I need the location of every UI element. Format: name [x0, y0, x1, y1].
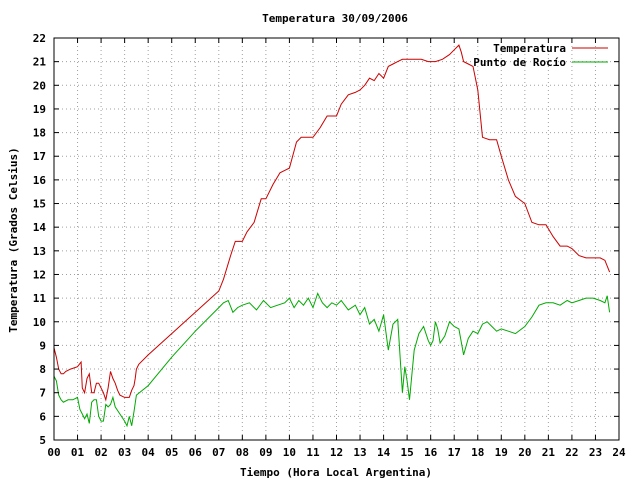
- chart-title: Temperatura 30/09/2006: [262, 12, 408, 25]
- series-line-1: [53, 292, 611, 428]
- y-tick-label: 9: [39, 339, 46, 352]
- series-line-0: [53, 44, 611, 402]
- x-tick-label: 12: [330, 446, 343, 459]
- x-tick-label: 14: [377, 446, 391, 459]
- y-tick-label: 8: [39, 363, 46, 376]
- y-tick-label: 16: [33, 174, 47, 187]
- y-tick-label: 11: [33, 292, 47, 305]
- y-tick-label: 21: [33, 56, 47, 69]
- x-tick-label: 16: [424, 446, 438, 459]
- x-tick-label: 23: [589, 446, 602, 459]
- x-tick-label: 07: [212, 446, 225, 459]
- x-tick-label: 04: [142, 446, 156, 459]
- x-tick-label: 19: [495, 446, 508, 459]
- y-tick-label: 20: [33, 79, 46, 92]
- x-tick-label: 03: [118, 446, 131, 459]
- y-tick-label: 17: [33, 150, 46, 163]
- x-tick-label: 17: [448, 446, 461, 459]
- x-tick-label: 02: [94, 446, 107, 459]
- x-tick-label: 10: [283, 446, 296, 459]
- y-tick-label: 6: [39, 410, 46, 423]
- x-tick-label: 01: [71, 446, 85, 459]
- x-tick-label: 11: [306, 446, 320, 459]
- x-tick-label: 06: [189, 446, 203, 459]
- x-tick-label: 20: [518, 446, 531, 459]
- x-tick-label: 24: [612, 446, 626, 459]
- x-tick-label: 09: [259, 446, 272, 459]
- x-tick-label: 13: [353, 446, 366, 459]
- y-tick-label: 12: [33, 268, 46, 281]
- y-tick-label: 18: [33, 127, 46, 140]
- x-tick-label: 15: [401, 446, 414, 459]
- x-tick-label: 22: [565, 446, 578, 459]
- x-tick-label: 08: [236, 446, 249, 459]
- grid: [54, 38, 619, 440]
- y-tick-label: 13: [33, 245, 46, 258]
- series-lines: [53, 44, 611, 428]
- y-tick-label: 10: [33, 316, 46, 329]
- y-tick-label: 5: [39, 434, 46, 447]
- legend-label-1: Punto de Rocío: [473, 56, 566, 69]
- y-tick-label: 14: [33, 221, 47, 234]
- x-tick-label: 21: [542, 446, 556, 459]
- y-tick-label: 19: [33, 103, 46, 116]
- y-tick-label: 22: [33, 32, 46, 45]
- y-tick-label: 7: [39, 387, 46, 400]
- legend-label-0: Temperatura: [493, 42, 566, 55]
- y-axis: 5 6 7 8 9 10 11 12 13 14 15 16 17 18 19 20 21 22: [33, 32, 619, 447]
- x-tick-label: 05: [165, 446, 178, 459]
- x-axis-label: Tiempo (Hora Local Argentina): [240, 466, 432, 479]
- x-tick-label: 18: [471, 446, 484, 459]
- y-tick-label: 15: [33, 198, 46, 211]
- x-tick-label: 00: [47, 446, 60, 459]
- y-axis-label: Temperatura (Grados Celsius): [7, 147, 20, 332]
- x-axis: 00 01 02 03 04 05 06 07 08 09 10 11 12 13 14 15 16 17 18 19…: [47, 38, 626, 459]
